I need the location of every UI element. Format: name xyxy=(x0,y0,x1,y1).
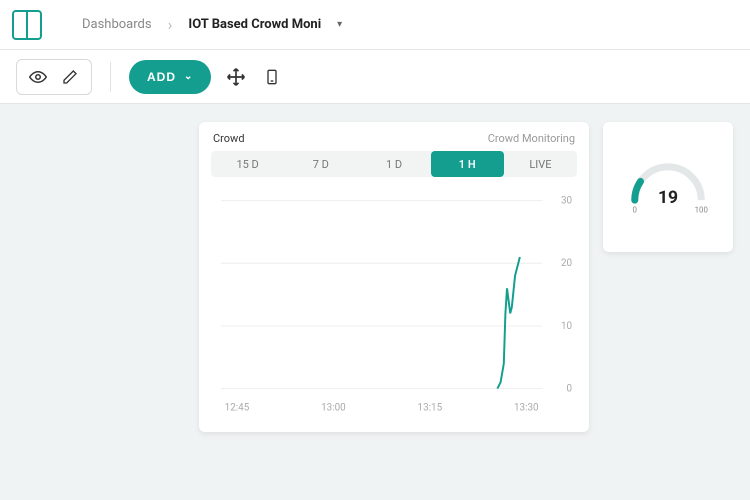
svg-text:13:30: 13:30 xyxy=(514,402,539,413)
edit-icon[interactable] xyxy=(59,66,81,88)
range-tab-1h[interactable]: 1 H xyxy=(431,151,504,177)
chevron-right-icon: › xyxy=(168,15,173,34)
gauge-value: 19 xyxy=(658,188,678,208)
dashboard-canvas: Crowd Crowd Monitoring 15 D7 D1 D1 HLIVE… xyxy=(0,104,750,500)
gauge-max: 100 xyxy=(695,205,708,214)
divider xyxy=(110,62,111,92)
topbar: Dashboards › IOT Based Crowd Moni ▾ xyxy=(0,0,750,50)
range-tab-7d[interactable]: 7 D xyxy=(284,151,357,177)
range-tab-live[interactable]: LIVE xyxy=(504,151,577,177)
add-button[interactable]: ADD ⌄ xyxy=(129,60,211,94)
toolbar: ADD ⌄ xyxy=(0,50,750,104)
chart-subtitle: Crowd Monitoring xyxy=(488,132,575,145)
eye-icon[interactable] xyxy=(27,66,49,88)
chevron-down-icon: ⌄ xyxy=(184,71,193,82)
breadcrumb-root[interactable]: Dashboards xyxy=(82,17,152,32)
svg-text:30: 30 xyxy=(561,196,572,207)
app-logo-icon[interactable] xyxy=(12,10,42,40)
chart-title: Crowd xyxy=(213,132,245,145)
view-mode-toggle xyxy=(16,59,92,95)
svg-text:12:45: 12:45 xyxy=(225,402,250,413)
svg-text:20: 20 xyxy=(561,258,572,269)
svg-text:0: 0 xyxy=(566,384,572,395)
gauge-min: 0 xyxy=(633,205,637,214)
svg-text:10: 10 xyxy=(561,321,572,332)
crowd-gauge-card: 19 0 100 xyxy=(603,122,733,252)
crowd-chart-card: Crowd Crowd Monitoring 15 D7 D1 D1 HLIVE… xyxy=(199,122,589,432)
crowd-line-chart: 0 10 20 30 12:45 13:00 13:15 13:30 xyxy=(211,183,577,426)
add-button-label: ADD xyxy=(147,70,176,84)
breadcrumb-current[interactable]: IOT Based Crowd Moni xyxy=(188,17,321,32)
crowd-gauge: 19 0 100 xyxy=(613,152,723,222)
time-range-tabs: 15 D7 D1 D1 HLIVE xyxy=(211,151,577,177)
svg-text:13:00: 13:00 xyxy=(321,402,346,413)
svg-text:13:15: 13:15 xyxy=(418,402,443,413)
range-tab-15d[interactable]: 15 D xyxy=(211,151,284,177)
move-icon[interactable] xyxy=(225,66,247,88)
mobile-icon[interactable] xyxy=(261,66,283,88)
caret-down-icon[interactable]: ▾ xyxy=(337,19,342,30)
range-tab-1d[interactable]: 1 D xyxy=(357,151,430,177)
